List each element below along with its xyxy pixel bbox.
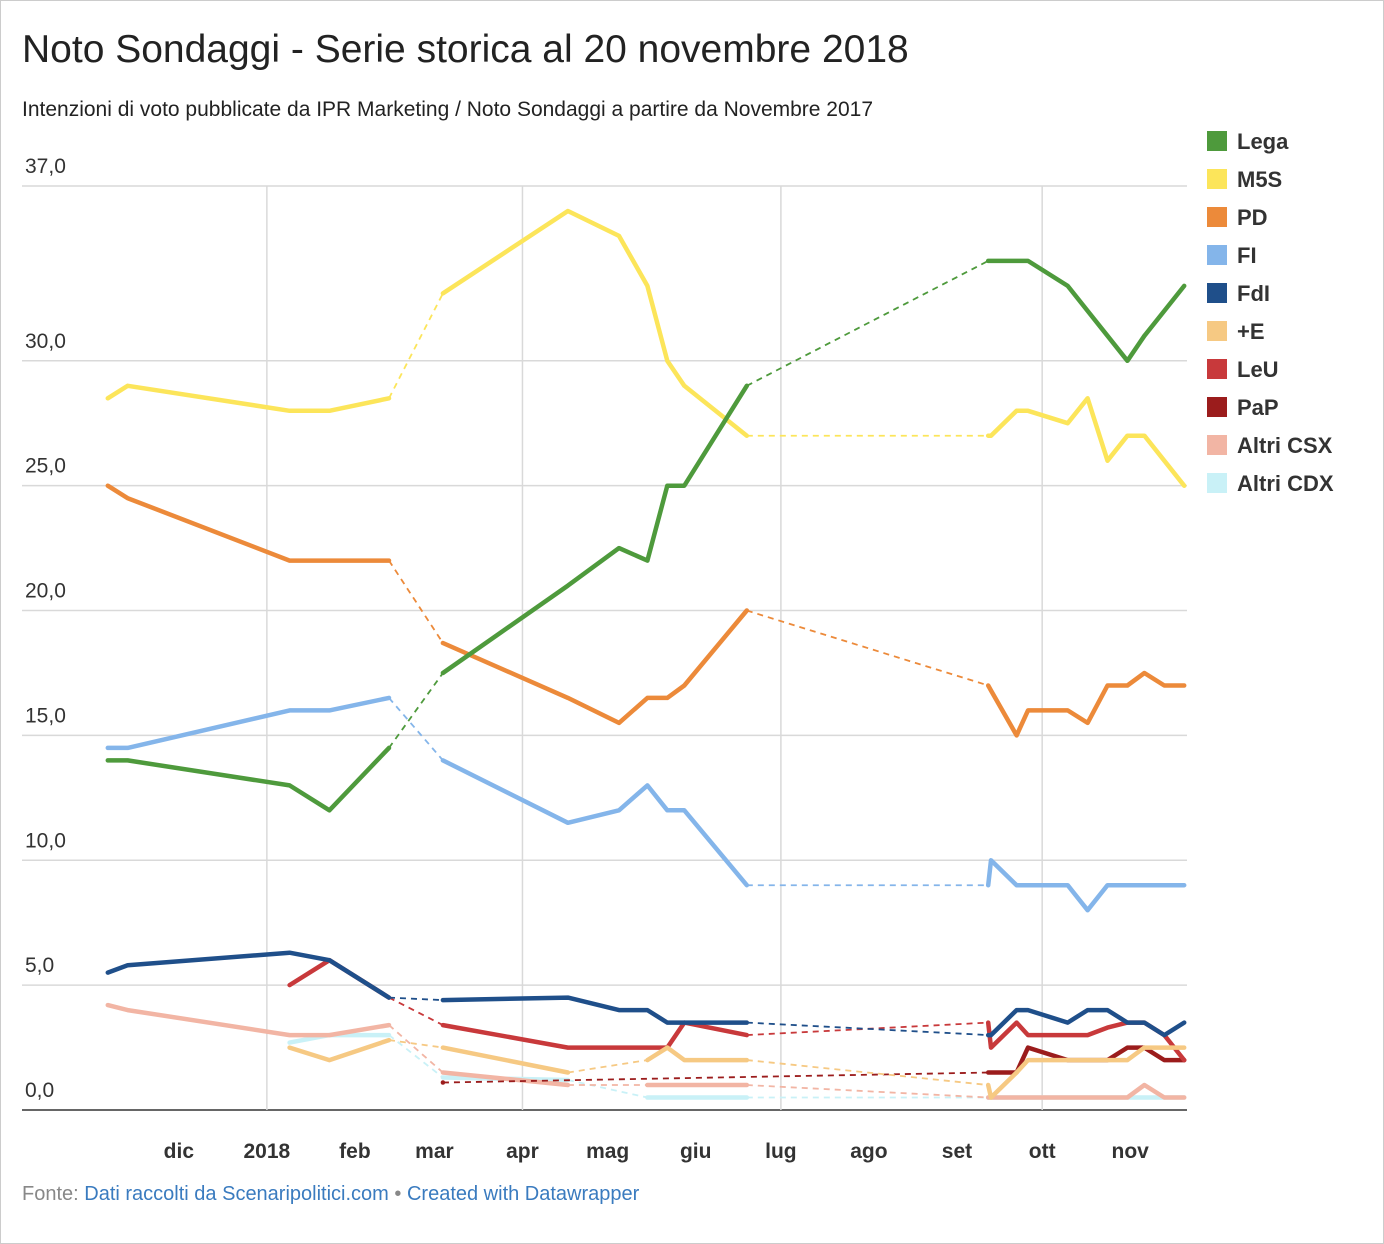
legend-label: FI xyxy=(1237,243,1257,268)
legend-swatch xyxy=(1207,321,1227,341)
series-line xyxy=(440,995,750,1025)
x-tick-label: dic xyxy=(164,1140,195,1163)
legend-label: PD xyxy=(1237,205,1268,230)
x-tick-label: giu xyxy=(680,1140,712,1163)
y-tick-label: 10,0 xyxy=(25,829,66,852)
legend-swatch xyxy=(1207,283,1227,303)
gap-connector xyxy=(567,1059,648,1074)
series-line xyxy=(287,1037,392,1063)
gap-connector xyxy=(746,1084,989,1099)
gap-connector xyxy=(388,560,444,644)
gap-connector xyxy=(388,996,443,1002)
legend-swatch xyxy=(1207,169,1227,189)
series-line xyxy=(985,1007,1187,1038)
gap-connector xyxy=(567,1079,648,1099)
series-line xyxy=(985,1045,1187,1100)
gap-connector xyxy=(746,1021,989,1036)
y-tick-label: 30,0 xyxy=(25,330,66,353)
series-line xyxy=(105,483,392,563)
legend-label: FdI xyxy=(1237,281,1270,306)
legend-swatch xyxy=(1207,397,1227,417)
series xyxy=(105,695,1187,913)
legend-label: Lega xyxy=(1237,129,1289,154)
gap-connector xyxy=(746,1059,989,1086)
legend-label: Altri CDX xyxy=(1237,471,1334,496)
series-line xyxy=(105,745,392,813)
x-tick-label: set xyxy=(942,1140,972,1163)
series xyxy=(105,208,1187,488)
legend-label: PaP xyxy=(1237,395,1279,420)
legend-swatch xyxy=(1207,473,1227,493)
x-tick-label: mar xyxy=(415,1140,454,1163)
legend-label: M5S xyxy=(1237,167,1282,192)
series-line xyxy=(440,208,750,438)
series-line xyxy=(645,1045,750,1063)
x-tick-label: nov xyxy=(1112,1140,1150,1163)
chart-subtitle: Intenzioni di voto pubblicate da IPR Mar… xyxy=(22,98,873,121)
chart-title: Noto Sondaggi - Serie storica al 20 nove… xyxy=(22,28,909,71)
gap-connector xyxy=(442,1071,989,1084)
gap-connector xyxy=(388,1039,444,1049)
y-tick-label: 20,0 xyxy=(25,580,66,603)
series-line xyxy=(105,695,392,751)
gap-connector xyxy=(746,609,989,687)
series xyxy=(287,1037,1187,1100)
series-line xyxy=(440,1070,571,1088)
series-line xyxy=(985,396,1187,488)
gap-connector xyxy=(746,1021,989,1036)
legend-swatch xyxy=(1207,245,1227,265)
legend-swatch xyxy=(1207,359,1227,379)
separator: • xyxy=(394,1183,401,1205)
series xyxy=(105,258,1187,813)
legend-label: LeU xyxy=(1237,357,1279,382)
credit-link[interactable]: Created with Datawrapper xyxy=(407,1183,640,1205)
x-tick-label: ago xyxy=(850,1140,887,1163)
series-line xyxy=(985,1082,1187,1100)
series xyxy=(105,1002,1187,1100)
source-label: Fonte: xyxy=(22,1183,79,1205)
series-line xyxy=(985,258,1187,364)
legend-swatch xyxy=(1207,435,1227,455)
y-tick-label: 25,0 xyxy=(25,455,66,478)
x-tick-label: feb xyxy=(339,1140,371,1163)
legend-swatch xyxy=(1207,207,1227,227)
gap-connector xyxy=(388,672,444,749)
gap-connector xyxy=(746,260,989,387)
series-line xyxy=(440,383,750,676)
series-line xyxy=(105,383,392,414)
x-tick-label: apr xyxy=(506,1140,539,1163)
series-line xyxy=(440,608,750,726)
y-tick-label: 5,0 xyxy=(25,954,54,977)
x-tick-label: ott xyxy=(1029,1140,1056,1163)
series-line xyxy=(985,670,1187,738)
legend-label: Altri CSX xyxy=(1237,433,1333,458)
x-tick-label: 2018 xyxy=(244,1140,291,1163)
series-line xyxy=(105,1002,392,1038)
series xyxy=(105,483,1187,738)
series-line xyxy=(440,1045,571,1075)
series xyxy=(105,950,1187,1038)
y-tick-label: 37,0 xyxy=(25,155,66,178)
series-line xyxy=(440,758,750,888)
y-tick-label: 15,0 xyxy=(25,704,66,727)
series-line xyxy=(105,950,392,1000)
x-tick-label: lug xyxy=(765,1140,797,1163)
gap-connector xyxy=(388,1034,444,1079)
legend-swatch xyxy=(1207,131,1227,151)
gap-connector xyxy=(388,292,444,399)
x-tick-label: mag xyxy=(586,1140,629,1163)
legend-label: +E xyxy=(1237,319,1265,344)
source-link[interactable]: Dati raccolti da Scenaripolitici.com xyxy=(84,1183,389,1205)
gap-connector xyxy=(388,1024,444,1074)
footer: Fonte: Dati raccolti da Scenaripolitici.… xyxy=(22,1183,640,1205)
series-line xyxy=(985,858,1187,913)
gap-connector xyxy=(388,697,444,761)
y-tick-label: 0,0 xyxy=(25,1079,54,1102)
